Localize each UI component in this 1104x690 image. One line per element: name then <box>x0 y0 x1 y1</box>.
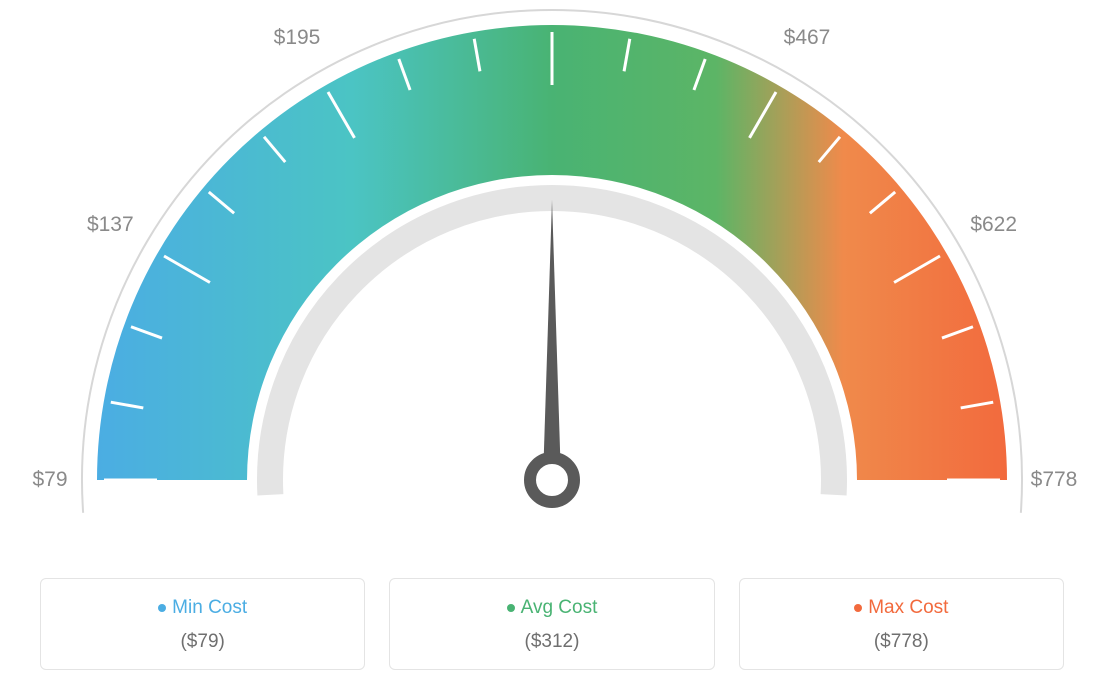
gauge-area: $79$137$195$312$467$622$778 <box>0 0 1104 560</box>
gauge-tick-label: $778 <box>1031 468 1078 492</box>
legend-title-min: Min Cost <box>53 597 352 619</box>
legend-row: Min Cost ($79) Avg Cost ($312) Max Cost … <box>40 578 1064 670</box>
legend-title-max: Max Cost <box>752 597 1051 619</box>
legend-value-max: ($778) <box>752 631 1051 653</box>
legend-label-avg: Avg Cost <box>521 597 598 618</box>
chart-container: $79$137$195$312$467$622$778 Min Cost ($7… <box>0 0 1104 690</box>
gauge-tick-label: $622 <box>970 213 1017 237</box>
legend-dot-max <box>854 604 862 612</box>
legend-card-min: Min Cost ($79) <box>40 578 365 670</box>
legend-dot-min <box>158 604 166 612</box>
gauge-tick-label: $467 <box>784 26 831 50</box>
legend-card-max: Max Cost ($778) <box>739 578 1064 670</box>
legend-value-avg: ($312) <box>402 631 701 653</box>
legend-dot-avg <box>507 604 515 612</box>
legend-title-avg: Avg Cost <box>402 597 701 619</box>
legend-card-avg: Avg Cost ($312) <box>389 578 714 670</box>
gauge-tick-label: $137 <box>87 213 134 237</box>
gauge-tick-label: $195 <box>274 26 321 50</box>
gauge-svg <box>0 0 1104 560</box>
legend-value-min: ($79) <box>53 631 352 653</box>
gauge-tick-label: $79 <box>32 468 67 492</box>
legend-label-max: Max Cost <box>868 597 948 618</box>
legend-label-min: Min Cost <box>172 597 247 618</box>
